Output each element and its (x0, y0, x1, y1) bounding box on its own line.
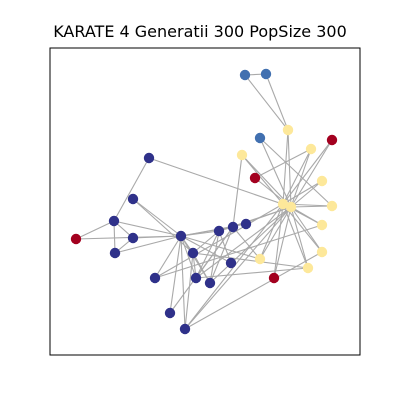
graph-node (254, 253, 266, 265)
graph-node (316, 175, 328, 187)
graph-edge (259, 206, 292, 260)
graph-edge (192, 252, 309, 269)
graph-edge (232, 154, 243, 228)
graph-node (143, 152, 155, 164)
graph-edge (282, 180, 323, 205)
graph-edge (282, 139, 333, 205)
graph-edge (192, 230, 220, 254)
graph-node (179, 323, 191, 335)
graph-edge (132, 198, 182, 237)
graph-node (326, 134, 338, 146)
graph-edge (209, 230, 220, 284)
graph-node (249, 172, 261, 184)
graph-node (127, 232, 139, 244)
graph-edge (290, 206, 309, 269)
graph-edge (169, 226, 234, 314)
graph-edge (241, 154, 292, 208)
graph-edge (180, 235, 186, 330)
graph-edge (259, 137, 292, 208)
graph-edge (180, 235, 261, 260)
graph-edge (273, 206, 292, 279)
graph-node (285, 201, 297, 213)
graph-node (326, 200, 338, 212)
graph-edge (282, 148, 312, 205)
graph-edge (259, 137, 333, 207)
graph-edge (265, 73, 289, 131)
graph-node (277, 198, 289, 210)
graph-edge (184, 251, 323, 330)
graph-node (239, 69, 251, 81)
graph-edge (195, 206, 292, 279)
graph-node (109, 247, 121, 259)
graph-edge (195, 267, 309, 279)
graph-node (227, 221, 239, 233)
graph-node (236, 149, 248, 161)
graph-edge (154, 203, 284, 279)
graph-edge (259, 203, 284, 260)
graph-edge (132, 198, 194, 254)
graph-node (225, 257, 237, 269)
graph-node (316, 219, 328, 231)
graph-edge (113, 220, 182, 237)
graph-node (108, 215, 120, 227)
graph-edge (148, 157, 292, 208)
graph-node (204, 277, 216, 289)
graph-edge (290, 180, 323, 208)
graph-node (305, 143, 317, 155)
graph-node (70, 233, 82, 245)
graph-edge (290, 206, 323, 226)
graph-node (190, 272, 202, 284)
graph-node (282, 124, 294, 136)
graph-node (187, 247, 199, 259)
graph-edge (169, 235, 182, 314)
graph-node (127, 193, 139, 205)
graph-node (254, 132, 266, 144)
graph-node (240, 218, 252, 230)
graph-edge (290, 206, 323, 253)
graph-edge (114, 235, 182, 254)
edge-layer (75, 73, 333, 330)
graph-node (302, 262, 314, 274)
graph-edge (254, 148, 312, 179)
graph-edge (113, 220, 116, 254)
graph-edge (290, 139, 333, 208)
graph-edge (180, 235, 197, 279)
plot-frame (49, 47, 361, 356)
graph-node (164, 307, 176, 319)
graph-edge (282, 129, 289, 205)
graph-edge (244, 74, 289, 131)
graph-node (213, 225, 225, 237)
graph-edge (209, 226, 234, 284)
graph-node (175, 230, 187, 242)
graph-edge (184, 252, 194, 330)
node-layer (70, 68, 338, 335)
graph-edge (154, 235, 182, 279)
graph-edge (192, 252, 211, 284)
graph-edge (282, 203, 309, 269)
chart-title: KARATE 4 Generatii 300 PopSize 300 (53, 22, 347, 41)
graph-node (260, 68, 272, 80)
graph-edge (232, 226, 261, 260)
graph-edge (113, 157, 150, 222)
graph-node (149, 272, 161, 284)
graph-edge (290, 205, 333, 208)
graph-edge (273, 203, 284, 279)
graph-edge (241, 154, 284, 205)
graph-node (268, 272, 280, 284)
graph-edge (75, 220, 115, 240)
graph-node (316, 246, 328, 258)
